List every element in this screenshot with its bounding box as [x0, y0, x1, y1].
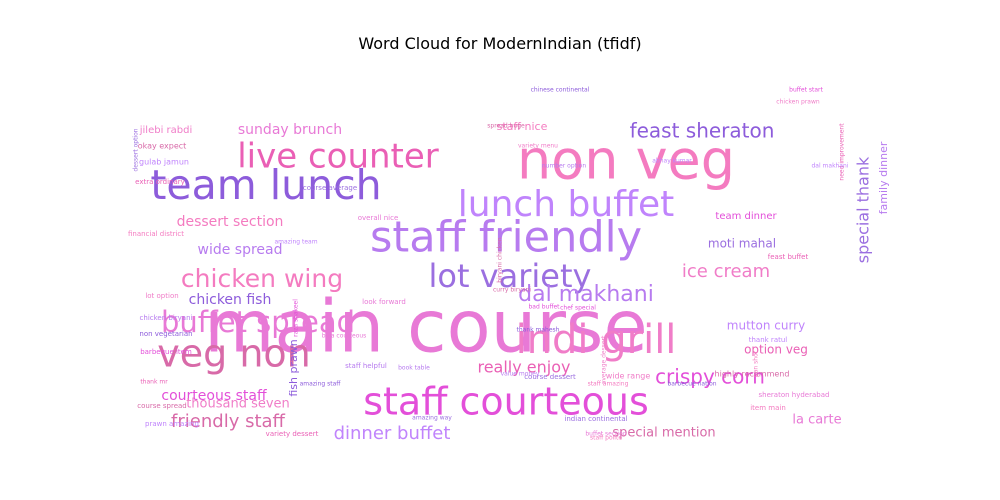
word-option-veg: option veg	[744, 343, 808, 357]
word-thank-ratul: thank ratul	[749, 336, 788, 344]
word-item-main: item main	[750, 404, 786, 412]
word-book-table: book table	[398, 365, 430, 372]
word-staff-polite: staff polite	[590, 435, 622, 442]
word-wide-spread: wide spread	[198, 242, 283, 258]
word-special-mention: special mention	[612, 426, 715, 441]
word-staff-nice: staff nice	[497, 120, 548, 133]
word-prawn-amazing: prawn amazing	[145, 420, 199, 428]
word-cloud-canvas: main course non veg staff friendly team lun…	[126, 60, 896, 446]
word-chicken-wing: chicken wing	[181, 264, 343, 293]
word-spread-huge: spread huge	[487, 123, 525, 130]
word-highly-recommend: highly recommend	[715, 370, 790, 379]
word-indian-continental: indian continental	[564, 415, 627, 423]
word-chicken-biryani: chicken biryani	[140, 314, 193, 322]
word-mutton-curry: mutton curry	[727, 319, 805, 333]
word-amazing-way: amazing way	[412, 415, 452, 422]
word-course-spread: course spread	[137, 402, 186, 410]
word-courteous-staff: courteous staff	[161, 388, 267, 404]
word-lot-option: lot option	[145, 292, 178, 300]
word-sheraton-hyderabad: sheraton hyderabad	[759, 391, 830, 399]
word-sunday-brunch: sunday brunch	[238, 122, 342, 138]
word-overall-nice: overall nice	[358, 214, 399, 222]
word-variety-dessert: variety dessert	[266, 430, 319, 438]
word-amazing-staff: amazing staff	[300, 381, 342, 388]
word-barbecue-nation: barbecue nation	[667, 381, 716, 388]
word-thank-mr: thank mr	[140, 379, 168, 386]
word-family-dinner: family dinner	[877, 141, 890, 214]
word-feast-sheraton: feast sheraton	[630, 119, 775, 143]
word-buffet-spread: buffet spread	[161, 305, 355, 339]
word-course-average: course average	[303, 184, 357, 192]
word-bad-buffet: bad buffet	[529, 304, 561, 311]
word-non-vegetarian: non vegetarian	[139, 330, 192, 338]
word-team-dinner: team dinner	[715, 211, 777, 222]
word-dal-makhani: dal makhani	[811, 163, 848, 170]
word-financial-district: financial district	[128, 230, 184, 238]
word-feast-buffet: feast buffet	[768, 253, 809, 261]
word-lunch-buffet: lunch buffet	[458, 184, 674, 225]
word-jilebi-rabdi: jilebi rabdi	[139, 125, 193, 136]
word-lot-variety: lot variety	[429, 257, 592, 295]
word-need-improvement: need improvement	[839, 123, 846, 181]
chart-title: Word Cloud for ModernIndian (tfidf)	[358, 34, 642, 53]
word-ice-cream: ice cream	[682, 261, 770, 282]
word-dal-makhani: dal makhani	[518, 282, 654, 307]
word-bala-courteous: bala courteous	[322, 333, 367, 340]
word-thank-mahesh: thank mahesh	[517, 327, 560, 334]
word-non-veg: non veg	[517, 129, 735, 192]
word-barbeque-item: barbeque item	[140, 348, 192, 356]
word-crispy-corn: crispy corn	[655, 365, 765, 389]
word-dinner-buffet: dinner buffet	[334, 423, 451, 444]
word-special-thank: special thank	[854, 156, 873, 263]
word-okay-expect: okay expect	[138, 142, 187, 151]
word-dessert-option: dessert option	[133, 128, 140, 171]
word-chinese-continental: chinese continental	[531, 87, 590, 94]
word-indi-grill: indi grill	[516, 317, 677, 363]
word-chicken-fish: chicken fish	[189, 292, 272, 308]
word-value-money: value money	[501, 371, 540, 378]
word-live-counter: live counter	[237, 137, 439, 177]
word-curry-biryani: curry biryani	[493, 287, 531, 294]
word-gulab-jamun: gulab jamun	[139, 158, 189, 167]
word-fish-prawn: fish prawn	[287, 339, 300, 396]
word-extra-ordinary: extra ordinary	[135, 178, 185, 186]
word-moti-mahal: moti mahal	[708, 237, 776, 251]
word-staff-helpful: staff helpful	[345, 362, 387, 370]
word-variety-menu: variety menu	[518, 143, 558, 150]
word-thousand-seven: thousand seven	[186, 397, 290, 412]
word-buffet-section: buffet section	[585, 431, 627, 438]
word-dessert-section: dessert section	[177, 214, 284, 230]
word-wide-range: wide range	[606, 372, 651, 381]
word-staff-friendly: staff friendly	[370, 213, 642, 263]
word-amazing-team: amazing team	[274, 239, 317, 246]
word-team-lunch: team lunch	[150, 161, 381, 209]
word-staff-amazing: staff amazing	[588, 381, 629, 388]
word-average-dessert: average dessert	[601, 335, 608, 384]
word-la-carte: la carte	[792, 413, 841, 428]
word-friendly-staff: friendly staff	[171, 411, 285, 432]
word-abhay-kumar: abhay kumar	[652, 158, 692, 165]
word-really-enjoy: really enjoy	[477, 358, 570, 377]
word-staff-courteous: staff courteous	[363, 380, 649, 424]
word-raza-shakeel: raza shakeel	[293, 299, 300, 337]
word-chicken-prawn: chicken prawn	[776, 99, 820, 106]
word-number-option: number option	[542, 163, 586, 170]
word-veg-non: veg non	[157, 332, 310, 376]
word-chef-special: chef special	[560, 305, 596, 312]
word-course-dessert: course dessert	[524, 373, 576, 381]
word-pan-shot: pan shot	[753, 350, 760, 377]
word-look-forward: look forward	[362, 298, 406, 306]
word-buffet-start: buffet start	[789, 87, 823, 94]
word-biryani-chicken: biryani chicken	[497, 237, 504, 283]
word-main-course: main course	[204, 285, 647, 369]
